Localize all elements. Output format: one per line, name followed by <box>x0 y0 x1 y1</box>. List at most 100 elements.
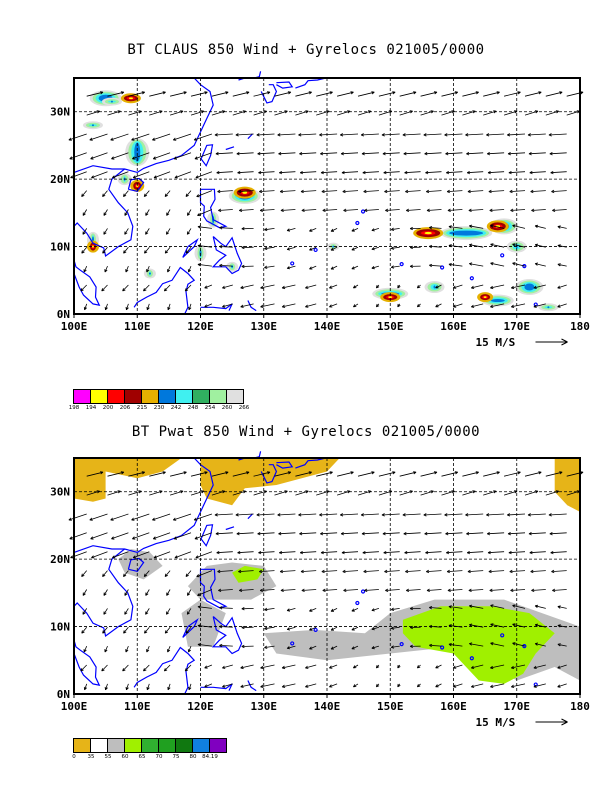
cloud-cold-core <box>128 97 134 100</box>
wind-arrow <box>257 152 275 156</box>
wind-arrow <box>152 133 171 141</box>
wind-arrow <box>236 532 254 536</box>
wind-arrow <box>241 625 254 630</box>
wind-arrow <box>424 532 442 536</box>
island <box>355 600 360 606</box>
wind-arrow <box>173 152 192 160</box>
wind-arrow <box>309 228 317 232</box>
wind-arrow <box>381 133 400 137</box>
cloud-cluster <box>332 245 335 248</box>
lon-tick-label: 140E <box>314 700 341 713</box>
legend-claus: 198 194 200 206 215 230 242 248 254 260 266 <box>69 389 249 414</box>
lon-tick-label: 180 <box>570 320 590 333</box>
legend-pwat-swatches <box>73 738 227 753</box>
wind-arrow <box>131 133 150 141</box>
wind-arrow <box>448 225 463 229</box>
wind-arrow <box>488 189 505 194</box>
wind-arrow <box>378 91 396 97</box>
wind-arrow <box>81 246 88 254</box>
wind-arrow <box>131 513 150 521</box>
wind-arrow <box>299 532 317 536</box>
wind-arrow <box>447 208 463 212</box>
lon-tick-label: 130E <box>251 700 278 713</box>
wind-arrow <box>278 532 296 536</box>
wind-arrow <box>508 550 526 555</box>
wind-arrow <box>153 171 171 179</box>
wind-arrow <box>466 550 484 555</box>
wind-arrow <box>512 243 526 248</box>
wind-arrow <box>258 170 275 175</box>
wind-arrow <box>490 224 505 229</box>
wind-arrow <box>128 91 146 97</box>
wind-arrow <box>167 645 171 653</box>
wind-arrow <box>382 152 400 156</box>
gridlines <box>74 78 580 314</box>
wind-arrow <box>533 303 546 308</box>
wind-arrow <box>264 645 275 649</box>
wind-arrow <box>483 91 500 97</box>
wind-arrow <box>552 588 567 592</box>
wind-vectors <box>68 91 584 311</box>
wind-arrow <box>309 246 317 251</box>
wind-arrow <box>490 604 505 609</box>
wind-arrow <box>235 133 254 137</box>
wind-arrow <box>68 133 87 141</box>
wind-arrow <box>550 170 567 175</box>
wind-arrow <box>341 170 359 175</box>
legend-claus-swatches <box>73 389 244 404</box>
wind-arrow <box>260 303 275 308</box>
wind-arrow <box>216 170 233 175</box>
legend-claus-label: 242 <box>170 405 182 411</box>
wind-arrow <box>170 471 187 477</box>
wind-arrow <box>405 189 421 194</box>
wind-arrow <box>123 190 129 197</box>
wind-arrow <box>531 208 546 212</box>
wind-arrow <box>330 246 338 251</box>
wind-arrow <box>468 208 484 212</box>
wind-arrow <box>512 623 526 628</box>
wind-arrow <box>510 303 526 308</box>
wind-arrow <box>529 550 546 555</box>
wind-arrow <box>204 284 213 289</box>
wind-arrow <box>86 471 104 477</box>
lon-tick-label: 180 <box>570 700 590 713</box>
island <box>355 220 360 226</box>
wind-arrow <box>256 133 275 137</box>
wind-arrow <box>101 284 108 292</box>
wind-arrow <box>111 152 129 160</box>
legend-pwat-label: 80 <box>189 754 197 760</box>
wind-arrow <box>351 645 359 650</box>
wind-arrow <box>352 284 359 289</box>
wind-arrow <box>91 171 108 179</box>
lat-tick-label: 20N <box>50 173 70 186</box>
wind-arrow <box>125 645 129 653</box>
wind-arrow <box>167 683 171 691</box>
wind-arrow <box>286 645 296 650</box>
wind-arrow <box>340 513 359 517</box>
wind-arrow <box>240 284 254 290</box>
wind-arrow <box>375 664 380 669</box>
wind-arrow <box>174 551 192 559</box>
cloud-cluster <box>490 299 505 303</box>
wind-arrow <box>125 265 129 273</box>
wind-arrow <box>132 171 150 179</box>
lat-tick-label: 0N <box>57 688 70 701</box>
wind-arrow <box>320 152 338 156</box>
wind-arrow <box>403 532 421 536</box>
wind-arrow <box>404 550 421 555</box>
wind-arrow <box>152 532 171 540</box>
wind-arrow <box>452 683 463 688</box>
wind-arrow <box>170 91 187 97</box>
wind-arrow <box>241 644 254 649</box>
wind-arrow <box>384 569 400 574</box>
wind-arrow <box>470 303 484 308</box>
wind-arrow <box>530 569 546 574</box>
wind-arrow <box>81 190 88 197</box>
island <box>500 633 505 638</box>
wind-arrow <box>322 208 338 212</box>
wind-arrow <box>124 209 129 216</box>
wind-arrow <box>329 284 338 289</box>
wind-arrow <box>239 208 254 212</box>
wind-arrow <box>259 569 275 574</box>
wind-arrow <box>504 471 521 477</box>
